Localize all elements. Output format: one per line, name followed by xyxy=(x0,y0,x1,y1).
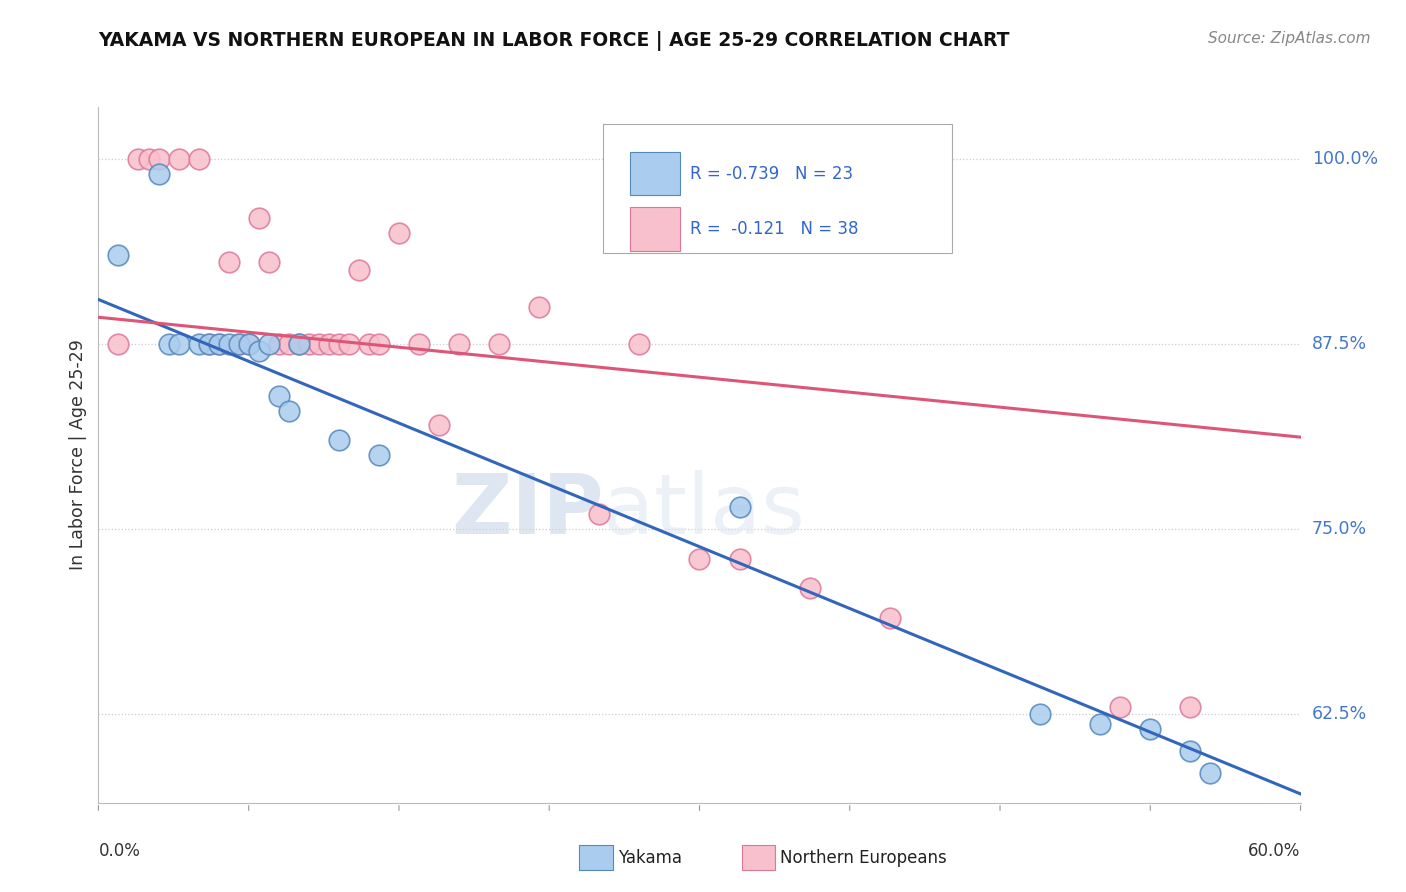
Point xyxy=(138,152,160,166)
Point xyxy=(1180,744,1202,758)
FancyBboxPatch shape xyxy=(630,208,681,251)
Point xyxy=(277,403,299,417)
FancyBboxPatch shape xyxy=(579,846,613,871)
Point xyxy=(688,551,710,566)
Point xyxy=(288,337,311,351)
Point xyxy=(228,337,250,351)
Point xyxy=(128,152,150,166)
Point xyxy=(218,337,240,351)
Point xyxy=(208,337,231,351)
Text: R =  -0.121   N = 38: R = -0.121 N = 38 xyxy=(690,220,859,238)
Point xyxy=(208,337,231,351)
Point xyxy=(728,551,751,566)
Point xyxy=(328,337,350,351)
Point xyxy=(247,344,270,359)
Point xyxy=(187,152,209,166)
Point xyxy=(328,433,350,447)
Y-axis label: In Labor Force | Age 25-29: In Labor Force | Age 25-29 xyxy=(69,340,87,570)
Point xyxy=(257,337,280,351)
Text: ZIP: ZIP xyxy=(451,470,603,551)
Text: Northern Europeans: Northern Europeans xyxy=(780,849,946,867)
Point xyxy=(879,611,901,625)
Point xyxy=(107,248,129,262)
Point xyxy=(238,337,260,351)
Point xyxy=(318,337,340,351)
Text: Source: ZipAtlas.com: Source: ZipAtlas.com xyxy=(1208,31,1371,46)
Point xyxy=(267,337,290,351)
Point xyxy=(197,337,219,351)
Text: R = -0.739   N = 23: R = -0.739 N = 23 xyxy=(690,165,853,183)
Text: 100.0%: 100.0% xyxy=(1312,150,1378,168)
Text: atlas: atlas xyxy=(603,470,806,551)
Point xyxy=(298,337,321,351)
FancyBboxPatch shape xyxy=(741,846,775,871)
Point xyxy=(228,337,250,351)
Point xyxy=(347,263,370,277)
Point xyxy=(357,337,380,351)
Point xyxy=(197,337,219,351)
Point xyxy=(288,337,311,351)
Point xyxy=(588,507,610,521)
Point xyxy=(529,300,551,314)
Point xyxy=(267,389,290,403)
Point xyxy=(368,337,391,351)
Point xyxy=(1180,699,1202,714)
Point xyxy=(257,255,280,269)
Point xyxy=(388,226,411,240)
Point xyxy=(447,337,470,351)
Point xyxy=(337,337,360,351)
Point xyxy=(277,337,299,351)
Point xyxy=(368,448,391,462)
Text: 75.0%: 75.0% xyxy=(1312,520,1367,538)
Point xyxy=(1088,717,1111,731)
Point xyxy=(728,500,751,514)
Text: 60.0%: 60.0% xyxy=(1249,842,1301,860)
Text: 62.5%: 62.5% xyxy=(1312,705,1367,723)
Point xyxy=(157,337,180,351)
Point xyxy=(628,337,651,351)
Point xyxy=(218,255,240,269)
Point xyxy=(1199,766,1222,780)
Text: YAKAMA VS NORTHERN EUROPEAN IN LABOR FORCE | AGE 25-29 CORRELATION CHART: YAKAMA VS NORTHERN EUROPEAN IN LABOR FOR… xyxy=(98,31,1010,51)
Point xyxy=(148,152,170,166)
Point xyxy=(167,337,190,351)
Point xyxy=(238,337,260,351)
Point xyxy=(308,337,330,351)
Text: 87.5%: 87.5% xyxy=(1312,334,1367,353)
FancyBboxPatch shape xyxy=(630,153,681,195)
Text: 0.0%: 0.0% xyxy=(98,842,141,860)
Point xyxy=(799,581,821,595)
Point xyxy=(1109,699,1132,714)
Point xyxy=(167,152,190,166)
Point xyxy=(107,337,129,351)
Point xyxy=(488,337,510,351)
Point xyxy=(247,211,270,225)
Point xyxy=(1139,722,1161,736)
Point xyxy=(1029,706,1052,721)
Point xyxy=(148,167,170,181)
Point xyxy=(187,337,209,351)
Point xyxy=(408,337,430,351)
FancyBboxPatch shape xyxy=(603,124,952,253)
Text: Yakama: Yakama xyxy=(617,849,682,867)
Point xyxy=(427,418,450,433)
